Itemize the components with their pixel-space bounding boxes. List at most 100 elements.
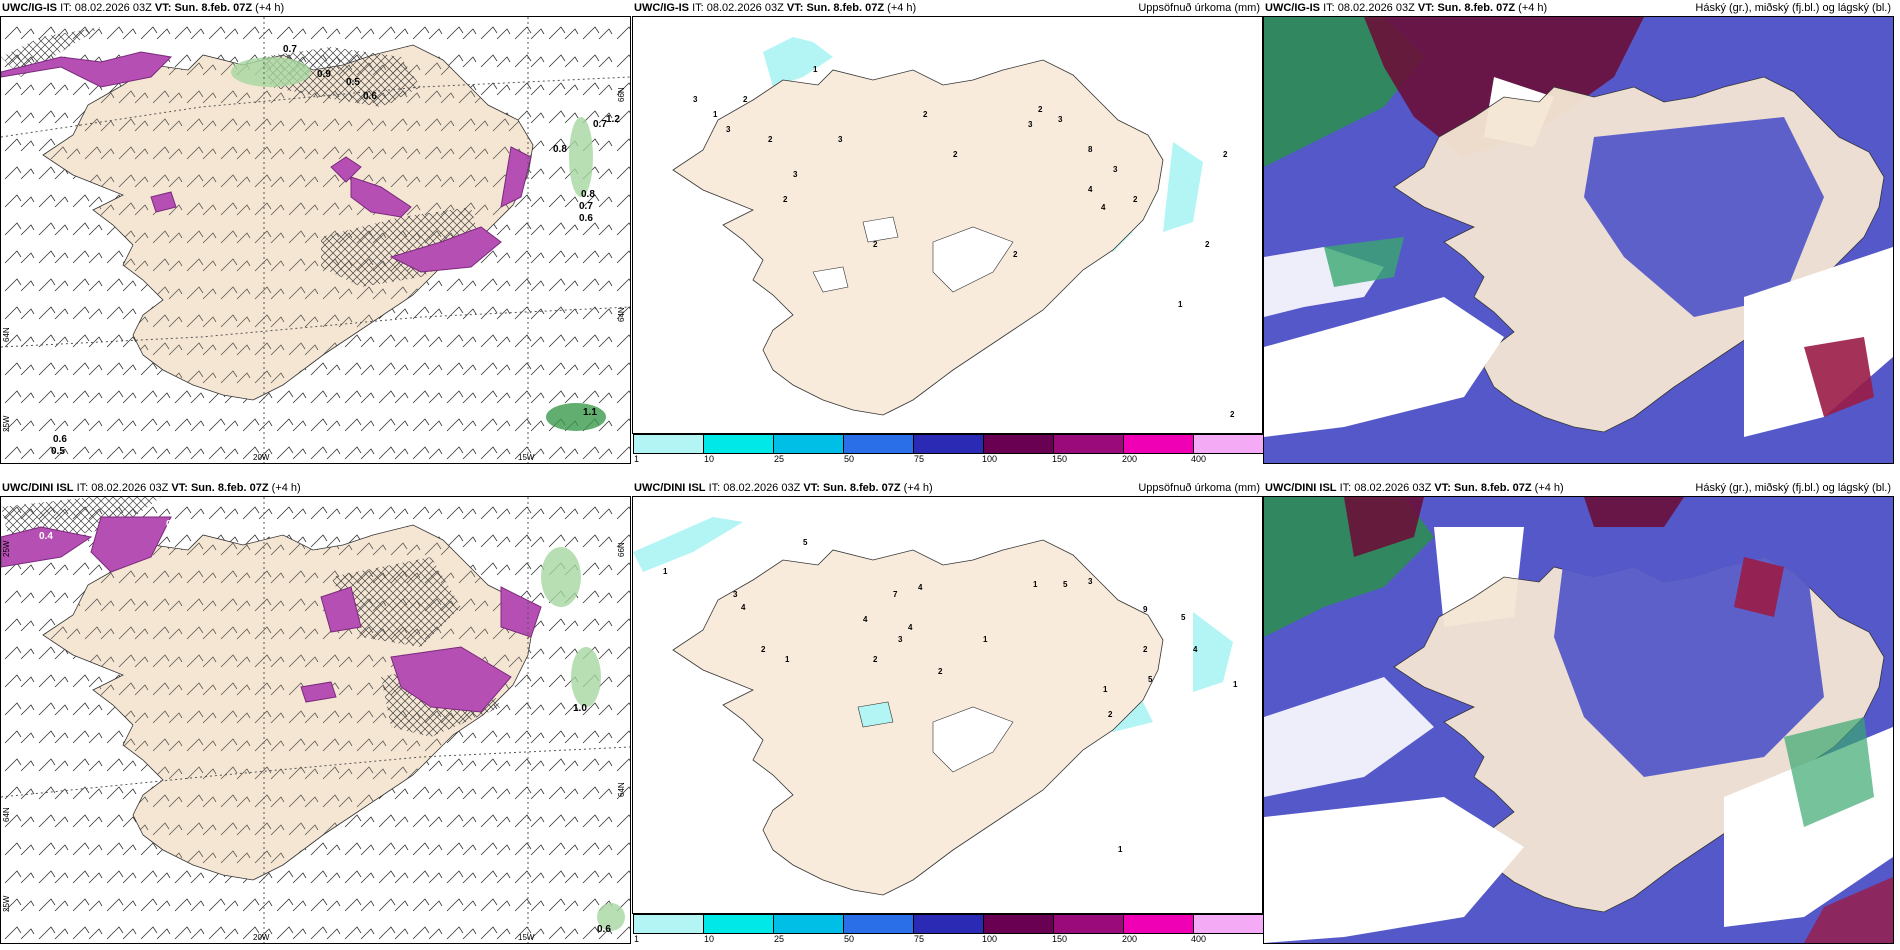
map-svg: 0.3 0.7 0.9 0.5 0.6 0.8 0.7 1.2 0.8 0.7 …: [1, 17, 630, 463]
precip-label: 0.6: [579, 213, 593, 224]
precip-light: [571, 647, 601, 707]
accum-label: 3: [733, 590, 738, 599]
lat-label: 64N: [2, 807, 11, 822]
accum-label: 3: [838, 135, 843, 144]
colorbar-segment: [774, 435, 844, 453]
map-svg: [1264, 17, 1893, 463]
lon-label: 20W: [253, 453, 270, 462]
mid-cloud: [1804, 337, 1874, 417]
precip-label: 0.7: [579, 201, 593, 212]
accum-label: 2: [923, 110, 928, 119]
precip-label: 0.7: [283, 44, 297, 55]
accum-label: 2: [1013, 250, 1018, 259]
model-name: UWC/DINI ISL: [2, 482, 74, 494]
precip-label: 1.2: [606, 114, 620, 125]
lead-time: (+4 h): [887, 2, 917, 14]
precip-label: 0.8: [581, 189, 595, 200]
cloud-map: [1263, 16, 1894, 464]
map-title: Uppsöfnuð úrkoma (mm): [1138, 2, 1260, 14]
precip-magenta: [500, 146, 532, 208]
colorbar-segment: [984, 435, 1054, 453]
vt-label: VT:: [171, 482, 188, 494]
colorbar-tick: 1: [634, 934, 640, 944]
high-cloud: [1324, 237, 1404, 287]
accum-label: 8: [1088, 145, 1093, 154]
mid-cloud: [1804, 877, 1893, 943]
colorbar-tick: 25: [774, 454, 785, 464]
accum-label: 1: [1118, 845, 1123, 854]
colorbar-segment: [634, 435, 704, 453]
model-name: UWC/DINI ISL: [634, 482, 706, 494]
precip-area: [1163, 142, 1203, 232]
accum-label: 4: [1101, 203, 1106, 212]
accum-precip-map: 3 1 3 2 2 3 2 3 1 2 2 3 3 2 8 3 2 4 4 2: [632, 16, 1263, 434]
colorbar-tick: 1: [634, 454, 640, 464]
panel-header: UWC/IG-IS IT: 08.02.2026 03Z VT: Sun. 8.…: [632, 0, 1263, 16]
init-time: 08.02.2026 03Z: [723, 482, 801, 494]
lat-label: 64N: [617, 307, 626, 322]
map-svg: [1264, 497, 1893, 943]
glacier: [932, 226, 1014, 293]
colorbar: 1 10 25 50 75 100 150 200 400: [632, 434, 1264, 464]
map-svg: 3 1 3 2 2 3 2 3 1 2 2 3 3 2 8 3 2 4 4 2: [672, 37, 1235, 419]
precip-label: 0.9: [317, 69, 331, 80]
lon-label: 25W: [2, 895, 11, 912]
colorbar-segment: [704, 915, 774, 933]
colorbar-tick: 25: [774, 934, 785, 944]
precip-label: 0.7: [593, 119, 607, 130]
panel-header: UWC/DINI ISL IT: 08.02.2026 03Z VT: Sun.…: [1263, 480, 1894, 496]
precip-magenta: [500, 586, 542, 638]
accum-label: 3: [793, 170, 798, 179]
it-label: IT:: [60, 2, 72, 14]
precip-magenta: [300, 681, 337, 703]
precip-magenta: [1, 526, 93, 568]
precip-area: [1193, 612, 1233, 692]
colorbar-tick: 150: [1052, 934, 1068, 944]
accum-label: 5: [803, 538, 808, 547]
precip-label: 0.6: [597, 924, 611, 935]
init-time: 08.02.2026 03Z: [1354, 482, 1432, 494]
precip-magenta: [390, 646, 512, 713]
map-title: Háský (gr.), miðský (fj.bl.) og lágský (…: [1695, 2, 1891, 14]
lon-label: 15W: [518, 453, 535, 462]
precip-label: 0.8: [553, 144, 567, 155]
precip-magenta: [150, 191, 177, 213]
panel-header: UWC/DINI ISL IT: 08.02.2026 03Z VT: Sun.…: [632, 480, 1263, 496]
map-title: Uppsöfnuð úrkoma (mm): [1138, 482, 1260, 494]
lead-time: (+4 h): [271, 482, 301, 494]
accum-label: 1: [813, 65, 818, 74]
graticule: [1, 306, 630, 348]
lead-time: (+4 h): [1534, 482, 1564, 494]
colorbar-tick: 400: [1191, 934, 1207, 944]
vt-label: VT:: [154, 2, 172, 14]
precip-light: [541, 547, 581, 607]
accum-label: 3: [1028, 120, 1033, 129]
map-svg: 0.4 0.3 1.0 0.6 20W 15W 64N 25W 25W 64N …: [1, 497, 630, 943]
mid-cloud: [1344, 497, 1424, 557]
colorbar-tick: 75: [914, 454, 925, 464]
accum-label: 1: [1178, 300, 1183, 309]
accum-precip-map: 5 1 3 4 2 1 4 7 4 2 3 4 2 1 1 5 3 9 5 2: [632, 496, 1263, 914]
init-time: 08.02.2026 03Z: [91, 482, 169, 494]
precip-light: [231, 57, 311, 87]
accum-label: 4: [918, 583, 923, 592]
colorbar-segment: [774, 915, 844, 933]
accum-label: 1: [713, 110, 718, 119]
accum-label: 3: [693, 95, 698, 104]
clear-area: [1264, 297, 1504, 437]
clear-area: [1744, 247, 1893, 437]
accum-label: 5: [1181, 613, 1186, 622]
hatched-region: [1, 27, 101, 77]
graticule: [1, 746, 630, 798]
precip-magenta: [389, 226, 502, 273]
accum-label: 3: [1058, 115, 1063, 124]
accum-label: 2: [873, 240, 878, 249]
lat-label: 64N: [617, 782, 626, 797]
colorbar: 1 10 25 50 75 100 150 200 400: [632, 914, 1264, 944]
precip-light: [597, 903, 625, 931]
accum-label: 4: [1088, 185, 1093, 194]
accum-label: 3: [898, 635, 903, 644]
wind-precip-map: 0.3 0.7 0.9 0.5 0.6 0.8 0.7 1.2 0.8 0.7 …: [0, 16, 631, 464]
vt-label: VT:: [786, 2, 804, 14]
precip-label: 1.0: [573, 703, 587, 714]
